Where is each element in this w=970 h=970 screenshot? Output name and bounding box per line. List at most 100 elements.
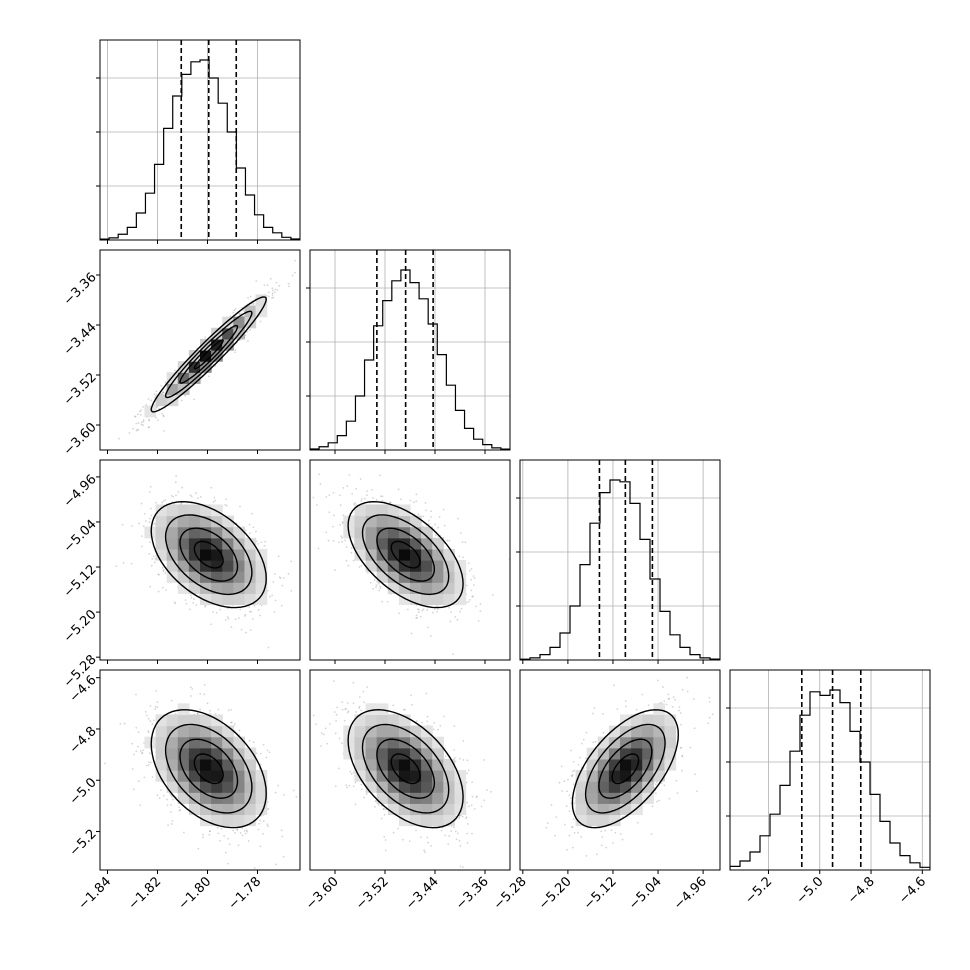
density-cell bbox=[188, 747, 201, 760]
sample-point bbox=[150, 564, 153, 567]
sample-point bbox=[153, 561, 156, 564]
density-cell bbox=[166, 504, 179, 517]
x-tick-label: −1.82 bbox=[126, 874, 165, 913]
sample-point bbox=[267, 291, 270, 294]
density-cell bbox=[211, 338, 223, 351]
sample-point bbox=[341, 536, 343, 539]
contour-line bbox=[347, 500, 464, 609]
density-cell bbox=[188, 803, 201, 816]
sample-point bbox=[213, 496, 216, 499]
sample-point bbox=[151, 723, 154, 725]
sample-point bbox=[274, 791, 277, 794]
sample-point bbox=[175, 494, 177, 497]
sample-point bbox=[238, 729, 241, 732]
sample-point bbox=[192, 601, 195, 604]
panel-frame bbox=[99, 459, 301, 661]
density-cell bbox=[166, 548, 179, 561]
density-cell bbox=[211, 560, 223, 572]
sample-point bbox=[386, 600, 389, 603]
sample-point bbox=[332, 491, 335, 494]
sample-point bbox=[148, 521, 151, 524]
sample-point bbox=[344, 539, 347, 542]
density-cell bbox=[233, 593, 246, 606]
density-cell bbox=[188, 582, 201, 594]
sample-point bbox=[268, 295, 270, 298]
y-tick-label: −5.20 bbox=[61, 607, 100, 646]
sample-point bbox=[140, 545, 143, 548]
sample-point bbox=[236, 828, 239, 831]
sample-point bbox=[429, 635, 432, 637]
sample-point bbox=[210, 486, 213, 489]
sample-point bbox=[209, 709, 211, 712]
density-cell bbox=[222, 814, 234, 827]
y-tick-label: −5.04 bbox=[61, 517, 100, 556]
density-cell bbox=[387, 504, 400, 517]
sample-point bbox=[220, 827, 223, 830]
density-cell bbox=[410, 593, 422, 606]
density-cell bbox=[222, 758, 234, 771]
sample-point bbox=[171, 820, 174, 822]
sample-point bbox=[212, 610, 214, 613]
sample-point bbox=[239, 608, 242, 611]
sample-point bbox=[157, 573, 160, 576]
sample-point bbox=[140, 409, 142, 412]
density-cell bbox=[233, 736, 246, 749]
sample-point bbox=[224, 504, 227, 506]
sample-point bbox=[185, 602, 188, 605]
sample-point bbox=[171, 795, 173, 798]
sample-point bbox=[465, 584, 468, 587]
contour-line bbox=[361, 514, 450, 596]
sample-point bbox=[472, 595, 475, 598]
sample-point bbox=[92, 461, 94, 463]
sample-point bbox=[274, 288, 277, 291]
density-cell bbox=[155, 394, 168, 407]
sample-point bbox=[178, 809, 181, 812]
density-cell bbox=[222, 548, 234, 561]
sample-point bbox=[365, 494, 368, 497]
sample-point bbox=[358, 566, 361, 568]
sample-point bbox=[135, 422, 138, 425]
contour-line bbox=[150, 709, 267, 829]
sample-point bbox=[128, 432, 131, 434]
sample-point bbox=[325, 496, 328, 498]
sample-point bbox=[166, 798, 168, 801]
sample-point bbox=[162, 794, 165, 797]
sample-point bbox=[162, 391, 165, 394]
sample-point bbox=[239, 831, 242, 834]
sample-point bbox=[381, 600, 384, 603]
sample-point bbox=[157, 590, 160, 593]
sample-point bbox=[162, 415, 165, 418]
density-cell bbox=[177, 372, 190, 384]
density-cell bbox=[222, 725, 234, 738]
sample-point bbox=[379, 587, 382, 590]
sample-point bbox=[189, 494, 192, 497]
sample-point bbox=[119, 723, 122, 725]
density-cell bbox=[233, 316, 246, 329]
sample-point bbox=[132, 788, 135, 791]
sample-point bbox=[208, 375, 210, 378]
sample-point bbox=[147, 398, 150, 400]
density-cell bbox=[177, 582, 190, 594]
sample-point bbox=[155, 689, 158, 692]
sample-point bbox=[274, 599, 277, 602]
sample-point bbox=[210, 623, 213, 626]
sample-point bbox=[144, 710, 147, 713]
contour-line bbox=[376, 527, 436, 582]
sample-point bbox=[152, 719, 155, 722]
density-cell bbox=[211, 537, 223, 550]
density-cell bbox=[177, 383, 190, 396]
sample-point bbox=[121, 523, 124, 526]
sample-point bbox=[164, 388, 167, 391]
density-cell bbox=[211, 714, 223, 727]
x-tick-label: −1.84 bbox=[76, 874, 115, 913]
sample-point bbox=[164, 589, 167, 591]
sample-point bbox=[457, 517, 459, 520]
sample-point bbox=[139, 804, 142, 807]
sample-point bbox=[225, 498, 227, 501]
sample-point bbox=[147, 763, 150, 766]
sample-point bbox=[173, 369, 176, 372]
sample-point bbox=[360, 498, 363, 500]
sample-point bbox=[172, 798, 174, 801]
sample-point bbox=[241, 834, 244, 837]
sample-point bbox=[345, 559, 348, 562]
